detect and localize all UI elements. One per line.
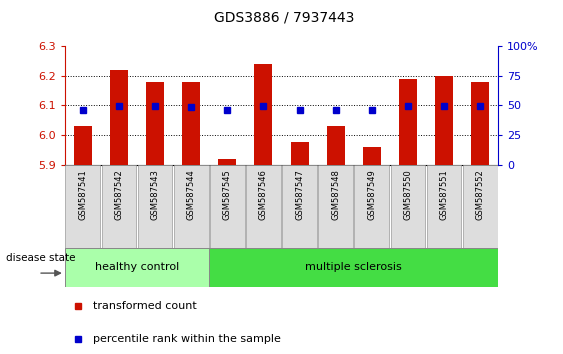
Bar: [435, 76, 453, 165]
FancyBboxPatch shape: [282, 165, 317, 248]
Text: GSM587543: GSM587543: [150, 169, 159, 219]
Text: GSM587552: GSM587552: [476, 169, 485, 219]
Bar: [471, 81, 489, 165]
Bar: [254, 64, 272, 165]
Text: GSM587542: GSM587542: [114, 169, 123, 219]
Text: transformed count: transformed count: [93, 301, 196, 310]
Text: percentile rank within the sample: percentile rank within the sample: [93, 334, 281, 344]
Bar: [146, 81, 164, 165]
Text: GSM587550: GSM587550: [404, 169, 413, 219]
FancyBboxPatch shape: [463, 165, 498, 248]
Text: GSM587544: GSM587544: [187, 169, 196, 219]
FancyBboxPatch shape: [65, 165, 100, 248]
FancyBboxPatch shape: [65, 248, 498, 287]
Bar: [218, 159, 236, 165]
Text: healthy control: healthy control: [95, 262, 179, 272]
FancyBboxPatch shape: [174, 165, 208, 248]
Text: GSM587545: GSM587545: [223, 169, 232, 219]
FancyBboxPatch shape: [246, 165, 281, 248]
Text: GSM587546: GSM587546: [259, 169, 268, 219]
Text: GSM587547: GSM587547: [295, 169, 304, 219]
FancyBboxPatch shape: [209, 248, 498, 287]
Bar: [182, 81, 200, 165]
FancyBboxPatch shape: [318, 165, 353, 248]
Bar: [399, 79, 417, 165]
Text: disease state: disease state: [6, 253, 75, 263]
FancyBboxPatch shape: [210, 165, 245, 248]
Bar: [327, 126, 345, 165]
Bar: [291, 142, 309, 165]
Bar: [363, 147, 381, 165]
Text: GDS3886 / 7937443: GDS3886 / 7937443: [214, 11, 354, 25]
Text: GSM587549: GSM587549: [367, 169, 376, 219]
Text: GSM587551: GSM587551: [440, 169, 449, 219]
FancyBboxPatch shape: [427, 165, 462, 248]
FancyBboxPatch shape: [65, 248, 209, 287]
Text: GSM587548: GSM587548: [331, 169, 340, 219]
Bar: [74, 126, 92, 165]
FancyBboxPatch shape: [355, 165, 389, 248]
FancyBboxPatch shape: [391, 165, 425, 248]
Text: GSM587541: GSM587541: [78, 169, 87, 219]
FancyBboxPatch shape: [138, 165, 172, 248]
Text: multiple sclerosis: multiple sclerosis: [305, 262, 402, 272]
Bar: [110, 70, 128, 165]
FancyBboxPatch shape: [101, 165, 136, 248]
